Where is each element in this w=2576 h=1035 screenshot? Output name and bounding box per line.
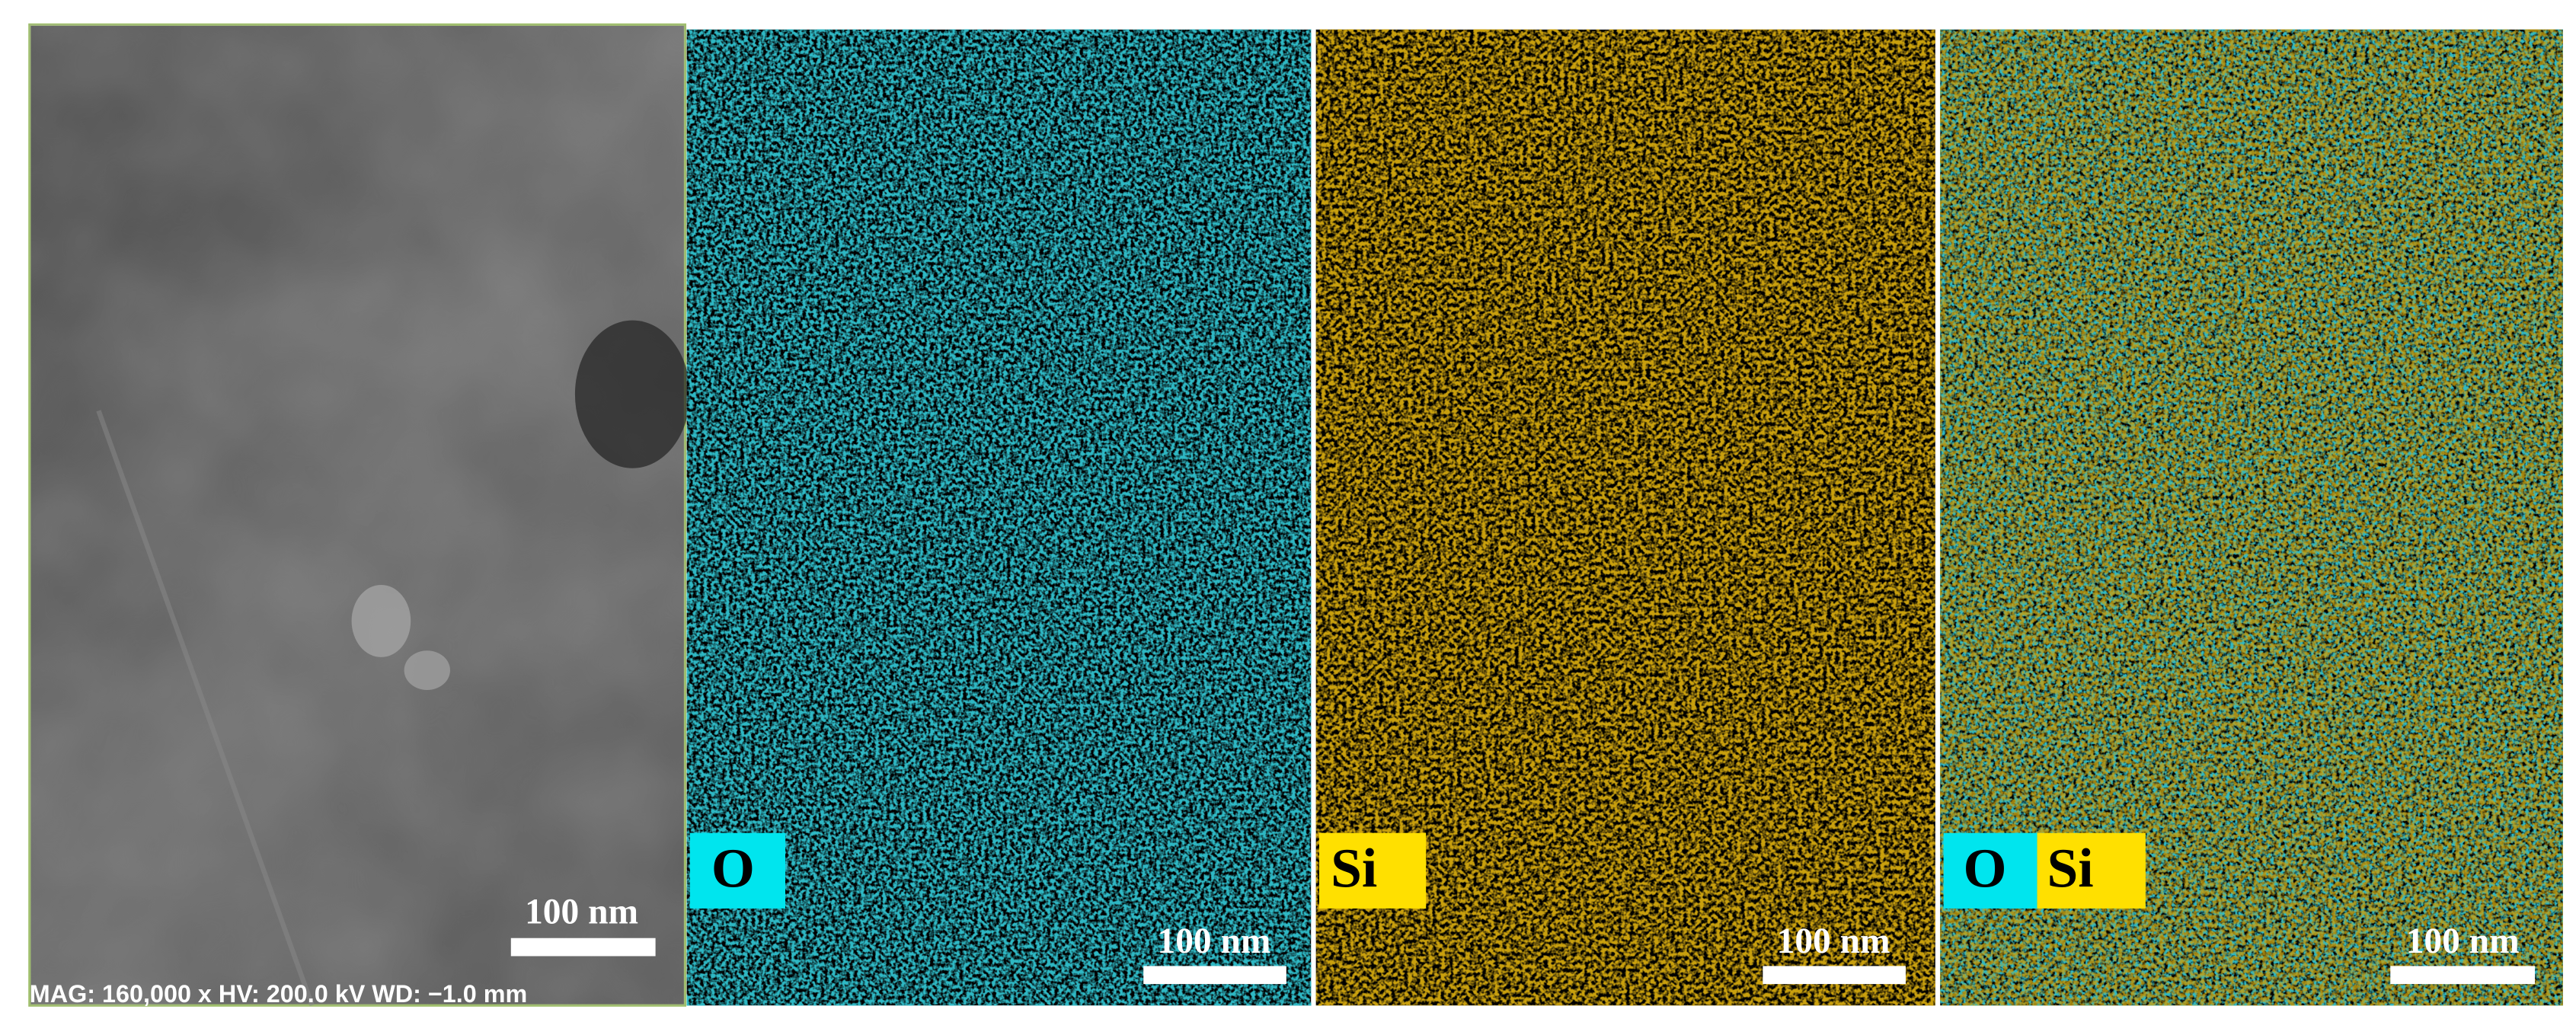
element-label-box — [689, 832, 785, 909]
element-label-box — [1943, 832, 2037, 909]
o-map-panel: O 100 nm — [686, 29, 1312, 1006]
scale-bar-label: 100 nm — [525, 892, 638, 931]
particle — [351, 584, 411, 657]
particle — [404, 650, 450, 690]
scale-bar — [510, 938, 656, 957]
streak — [96, 410, 315, 1007]
dark-region — [574, 320, 690, 468]
sem-panel: 100 nm MAG: 160,000 x HV: 200.0 kV WD: −… — [28, 23, 690, 1008]
element-label: Si — [1331, 837, 1377, 899]
element-label: O — [1963, 837, 2006, 899]
sem-texture — [29, 24, 686, 1006]
scale-bar — [2390, 966, 2536, 985]
element-label: Si — [2047, 837, 2093, 899]
scale-bar-label: 100 nm — [1157, 922, 1270, 961]
scale-bar-label: 100 nm — [1777, 922, 1890, 961]
scale-bar — [1143, 966, 1286, 985]
overlay-panel: O Si 100 nm — [1940, 29, 2563, 1006]
sem-caption: MAG: 160,000 x HV: 200.0 kV WD: −1.0 mm — [30, 980, 527, 1008]
scale-bar-label: 100 nm — [2406, 922, 2520, 961]
element-label-box — [1318, 832, 1427, 909]
o-map — [686, 29, 1312, 1006]
element-label-box — [2037, 832, 2146, 909]
element-label: O — [711, 837, 755, 899]
scale-bar — [1763, 966, 1906, 985]
si-map-panel: Si 100 nm — [1315, 29, 1935, 1006]
